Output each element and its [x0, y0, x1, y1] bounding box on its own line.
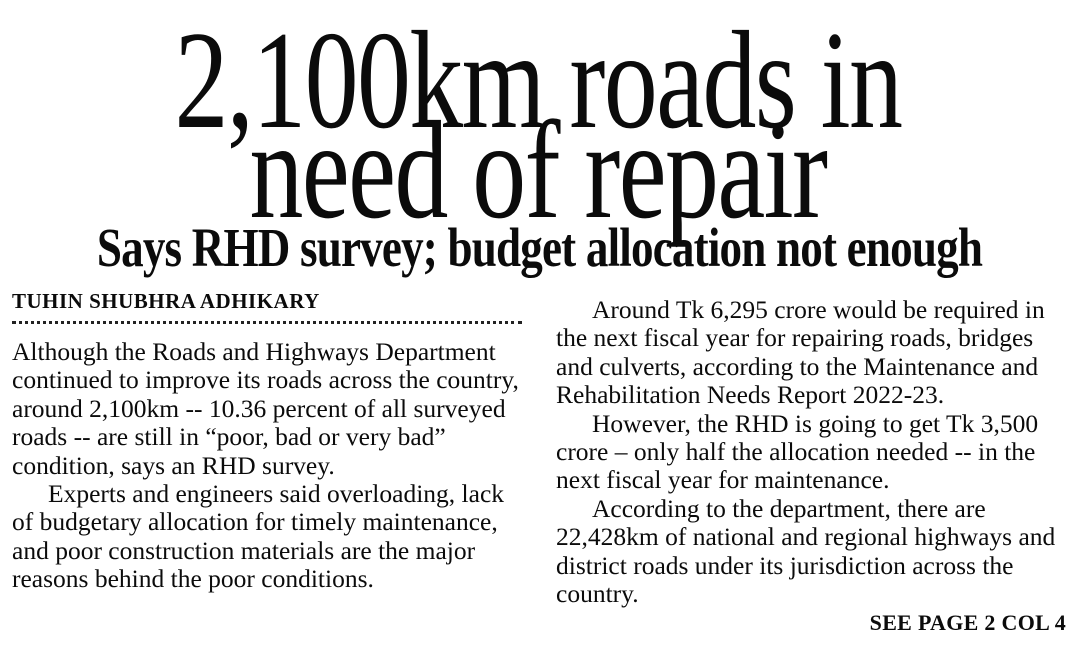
paragraph: According to the department, there are 2… [556, 493, 1056, 609]
right-column: Around Tk 6,295 crore would be required … [556, 288, 1066, 636]
left-column-text: Although the Roads and Highways Departme… [12, 337, 522, 594]
subheadline: Says RHD survey; budget allocation not e… [96, 217, 983, 278]
byline-divider [12, 321, 522, 324]
right-column-text: Around Tk 6,295 crore would be required … [556, 295, 1066, 609]
paragraph: Around Tk 6,295 crore would be required … [556, 295, 1045, 410]
article-body: TUHIN SHUBHRA ADHIKARY Although the Road… [12, 288, 1066, 636]
continuation-notice: SEE PAGE 2 COL 4 [869, 610, 1066, 636]
byline: TUHIN SHUBHRA ADHIKARY [12, 289, 320, 313]
paragraph: Experts and engineers said overloading, … [12, 479, 505, 594]
headline: 2,100km roads in need of repair [124, 11, 953, 241]
left-column: TUHIN SHUBHRA ADHIKARY Although the Road… [12, 288, 522, 636]
newspaper-article: 2,100km roads in need of repair Says RHD… [0, 11, 1076, 636]
paragraph: Although the Roads and Highways Departme… [12, 337, 519, 480]
newspaper-page: 2,100km roads in need of repair Says RHD… [0, 11, 1076, 646]
paragraph: However, the RHD is going to get Tk 3,50… [556, 408, 1039, 495]
